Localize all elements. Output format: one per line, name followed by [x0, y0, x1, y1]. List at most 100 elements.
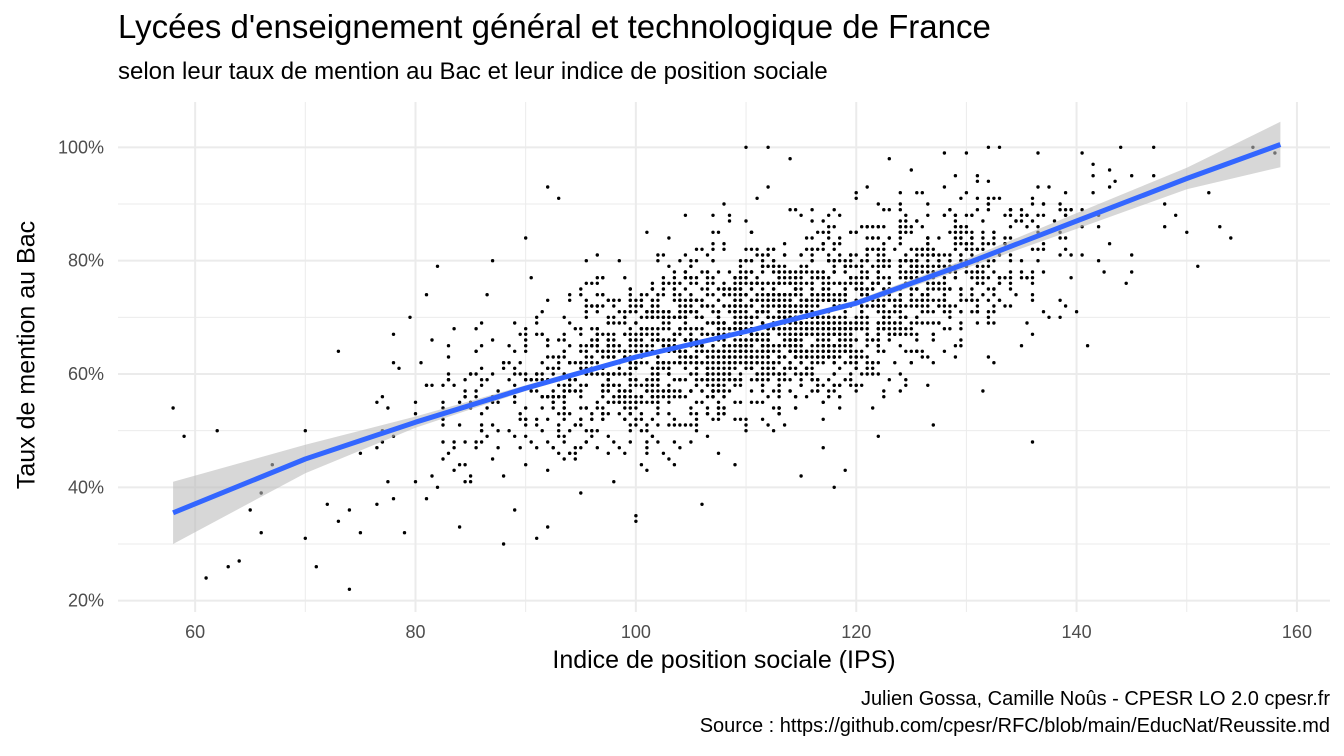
data-point [766, 423, 770, 427]
data-point [705, 321, 710, 325]
data-point [557, 423, 561, 427]
data-point [816, 270, 820, 274]
data-point [557, 196, 561, 200]
data-point [490, 457, 495, 461]
data-point [953, 219, 958, 223]
data-point [667, 264, 671, 268]
data-point [303, 536, 307, 540]
data-point [617, 400, 621, 404]
data-point [810, 344, 814, 348]
data-point [1025, 225, 1029, 229]
data-point [953, 276, 958, 280]
data-point [513, 349, 517, 353]
data-point [711, 383, 715, 387]
data-point [1047, 185, 1051, 189]
data-point [562, 412, 566, 416]
data-point [645, 400, 649, 404]
data-point [1036, 185, 1040, 189]
data-point [788, 298, 792, 302]
x-tick-label: 120 [841, 622, 871, 642]
data-point [876, 321, 880, 325]
data-point [568, 383, 572, 387]
data-point [645, 230, 649, 234]
data-point [832, 372, 836, 376]
data-point [678, 349, 682, 353]
data-point [452, 327, 456, 331]
data-point [1102, 270, 1106, 274]
data-point [788, 327, 792, 331]
data-point [546, 344, 550, 348]
data-point [689, 361, 693, 365]
data-point [562, 338, 566, 342]
data-point [1229, 236, 1233, 240]
data-point [926, 293, 930, 297]
data-point [749, 230, 754, 234]
data-point [854, 276, 858, 280]
data-point [606, 451, 610, 455]
data-point [700, 502, 704, 506]
data-point [782, 355, 787, 359]
data-point [970, 253, 974, 257]
data-point [612, 298, 616, 302]
data-point [926, 310, 930, 314]
data-point [937, 321, 941, 325]
data-point [981, 236, 985, 240]
data-point [463, 463, 467, 467]
data-point [650, 327, 655, 331]
data-point [887, 315, 891, 319]
data-point [849, 344, 853, 348]
data-point [782, 253, 787, 257]
data-point [832, 298, 836, 302]
data-point [964, 247, 969, 251]
data-point [546, 298, 550, 302]
data-point [898, 372, 902, 376]
data-point [760, 332, 765, 336]
data-point [777, 281, 781, 285]
data-point [948, 253, 952, 257]
data-point [760, 366, 765, 370]
data-point [584, 281, 588, 285]
data-point [705, 372, 710, 376]
data-point [645, 344, 649, 348]
data-point [981, 264, 985, 268]
data-point [617, 412, 621, 416]
data-point [827, 338, 831, 342]
data-point [490, 338, 495, 342]
data-point [799, 332, 803, 336]
data-point [435, 264, 440, 268]
data-point [667, 281, 671, 285]
data-point [1019, 213, 1024, 217]
data-point [639, 315, 644, 319]
data-point [722, 366, 726, 370]
data-point [964, 230, 969, 234]
data-point [568, 389, 572, 393]
data-point [986, 315, 991, 319]
data-point [854, 349, 858, 353]
data-point [595, 338, 599, 342]
data-point [964, 225, 969, 229]
data-point [749, 298, 754, 302]
data-point [656, 440, 660, 444]
data-point [507, 378, 511, 382]
data-point [733, 327, 737, 331]
data-point [926, 259, 930, 263]
data-point [634, 423, 638, 427]
data-point [479, 412, 484, 416]
data-point [882, 242, 886, 246]
data-point [986, 202, 991, 206]
data-point [711, 378, 715, 382]
data-point [694, 355, 699, 359]
data-point [1052, 219, 1057, 223]
data-point [1107, 242, 1112, 246]
data-point [490, 259, 495, 263]
data-point [986, 208, 991, 212]
data-point [1030, 196, 1035, 200]
data-point [700, 389, 704, 393]
data-point [766, 281, 770, 285]
data-point [832, 349, 836, 353]
data-point [645, 451, 649, 455]
data-point [843, 344, 847, 348]
data-point [986, 321, 991, 325]
data-point [838, 383, 842, 387]
data-point [876, 202, 880, 206]
